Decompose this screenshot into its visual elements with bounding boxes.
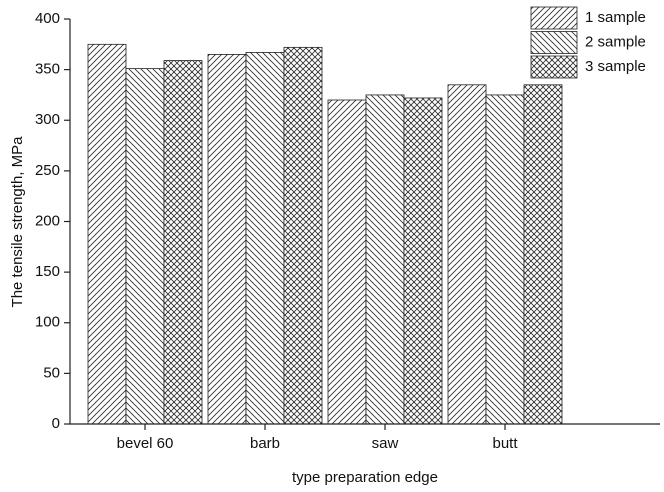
bar — [207, 54, 247, 425]
bar — [327, 99, 367, 425]
bar — [163, 60, 203, 425]
bar — [125, 68, 165, 425]
bar — [485, 94, 525, 425]
x-tick-label: barb — [250, 435, 280, 452]
y-tick-label: 300 — [35, 111, 60, 128]
legend-swatch — [530, 31, 578, 54]
bar — [365, 94, 405, 425]
legend-swatch — [530, 55, 578, 79]
x-tick-label: butt — [492, 435, 518, 452]
x-axis-label: type preparation edge — [292, 469, 438, 486]
legend-label: 3 sample — [585, 58, 646, 75]
bar — [523, 84, 563, 425]
bar — [245, 52, 285, 425]
bar — [403, 97, 443, 425]
axes — [69, 19, 660, 425]
y-tick-label: 400 — [35, 10, 60, 27]
y-tick-label: 350 — [35, 61, 60, 78]
bar — [447, 84, 487, 425]
y-axis-label: The tensile strength, MPa — [9, 136, 26, 308]
y-tick-label: 250 — [35, 162, 60, 179]
y-tick-label: 100 — [35, 314, 60, 331]
y-tick-label: 150 — [35, 263, 60, 280]
y-tick-label: 50 — [43, 364, 60, 381]
legend-label: 1 sample — [585, 9, 646, 26]
bar — [87, 43, 127, 425]
bar — [283, 46, 323, 425]
x-tick-label: bevel 60 — [117, 435, 174, 452]
x-tick-label: saw — [372, 435, 399, 452]
legend-swatch — [530, 6, 578, 30]
legend-label: 2 sample — [585, 33, 646, 50]
y-tick-label: 0 — [52, 415, 60, 432]
y-tick-label: 200 — [35, 212, 60, 229]
